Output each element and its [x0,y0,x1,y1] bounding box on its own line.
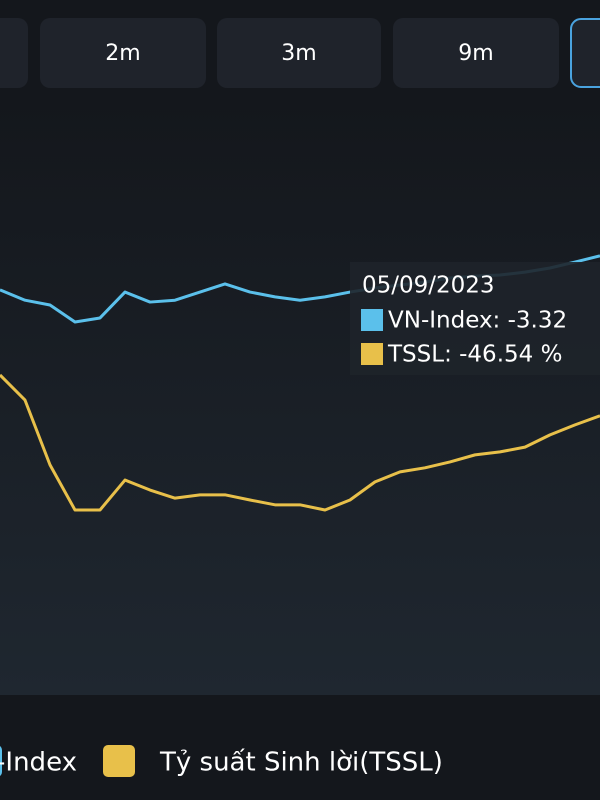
tab-label[interactable]: 3m [281,41,316,66]
tooltip-marker [361,343,383,365]
legend-label: VN-Index [0,748,77,778]
tab-selected[interactable] [570,18,600,88]
tab-label[interactable]: 2m [105,41,140,66]
chart-area [0,100,600,695]
tab[interactable] [217,18,381,88]
tooltip [350,262,600,375]
legend-marker [0,746,2,776]
tooltip-line: TSSL: -46.54 % [387,342,562,368]
tab-label[interactable]: 9m [458,41,493,66]
legend-label: Tỷ suất Sinh lời(TSSL) [159,748,443,778]
tab[interactable] [393,18,559,88]
series-line [0,373,600,512]
tab[interactable] [40,18,206,88]
tooltip-line: VN-Index: -3.32 [388,308,567,334]
tab[interactable] [0,18,28,88]
tooltip-date: 05/09/2023 [362,273,495,299]
tooltip-marker [361,309,383,331]
legend-marker [103,745,135,777]
